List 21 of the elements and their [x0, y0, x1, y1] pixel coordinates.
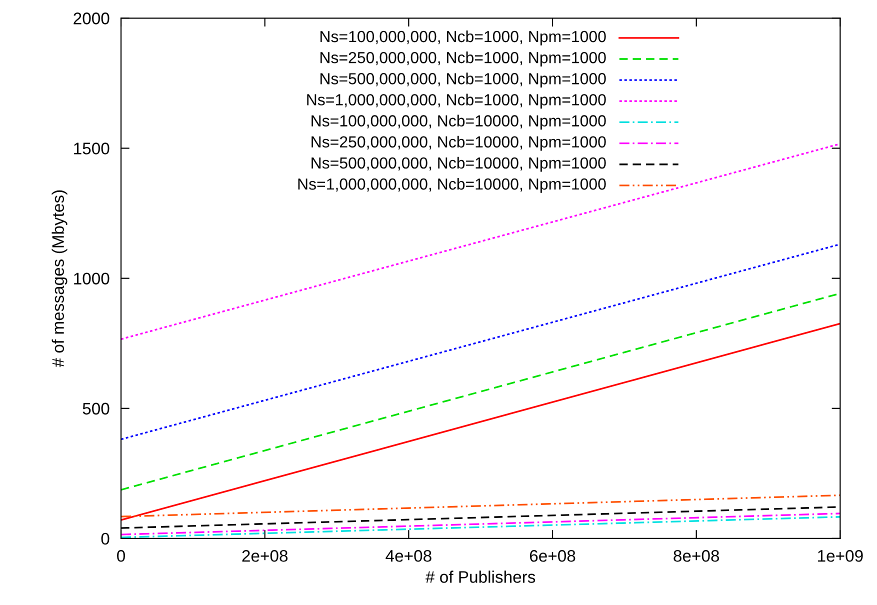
- x-tick-label: 2e+08: [242, 550, 288, 562]
- legend-label: Ns=1,000,000,000, Ncb=10000, Npm=1000: [298, 178, 606, 193]
- x-tick-label: 0: [117, 550, 126, 562]
- x-tick-label: 1e+09: [818, 550, 863, 562]
- y-tick-label: 0: [101, 532, 110, 545]
- legend-label: Ns=100,000,000, Ncb=1000, Npm=1000: [320, 30, 606, 46]
- x-tick-label: 8e+08: [674, 550, 720, 562]
- x-tick-label: 4e+08: [386, 550, 432, 562]
- legend-label: Ns=500,000,000, Ncb=1000, Npm=1000: [320, 72, 606, 88]
- legend-label: Ns=500,000,000, Ncb=10000, Npm=1000: [312, 156, 606, 172]
- x-tick-label: 6e+08: [530, 550, 576, 562]
- legend-label: Ns=250,000,000, Ncb=10000, Npm=1000: [312, 136, 606, 151]
- y-tick-label: 1500: [74, 142, 110, 154]
- y-tick-label: 2000: [74, 12, 110, 24]
- y-tick-label: 500: [82, 402, 110, 415]
- y-axis-title: # of messages (Mbytes): [52, 190, 68, 368]
- legend-label: Ns=250,000,000, Ncb=1000, Npm=1000: [320, 52, 606, 66]
- legend-label: Ns=1,000,000,000, Ncb=1000, Npm=1000: [307, 94, 606, 109]
- legend-label: Ns=100,000,000, Ncb=10000, Npm=1000: [312, 114, 606, 130]
- y-tick-label: 1000: [74, 272, 110, 285]
- x-axis-title: # of Publishers: [426, 570, 536, 583]
